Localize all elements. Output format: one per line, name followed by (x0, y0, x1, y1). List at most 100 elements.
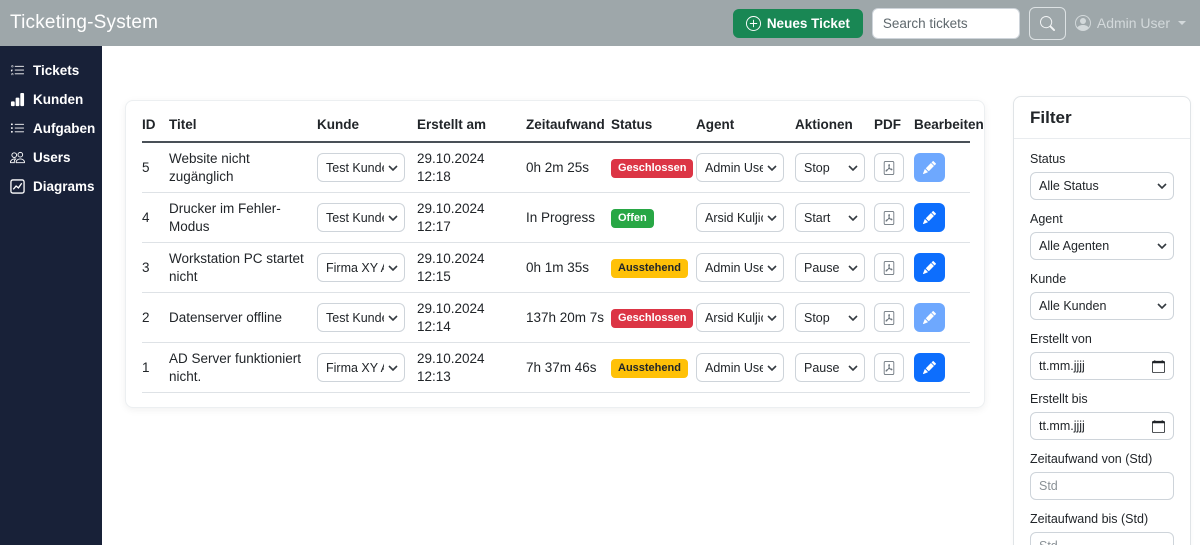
edit-button[interactable] (914, 153, 945, 183)
file-pdf-icon (882, 160, 896, 175)
new-ticket-label: Neues Ticket (766, 15, 850, 31)
table-header-row: ID Titel Kunde Erstellt am Zeitaufwand S… (142, 107, 984, 143)
new-ticket-button[interactable]: Neues Ticket (732, 8, 863, 38)
ticket-title: Website nicht zugänglich (169, 142, 317, 194)
status-filter-wrap: Alle Status (1030, 172, 1174, 200)
header-titel: Titel (169, 107, 317, 143)
kunde-filter-select[interactable]: Alle Kunden (1030, 292, 1174, 320)
user-menu[interactable]: Admin User (1074, 15, 1190, 31)
user-name: Admin User (1096, 15, 1170, 31)
status-filter-select[interactable]: Alle Status (1030, 172, 1174, 200)
sidebar-label-kunden: Kunden (33, 92, 84, 107)
ticket-title: Drucker im Fehler-Modus (169, 192, 317, 244)
sidebar: Tickets Kunden Aufgaben Users Diagrams (0, 46, 102, 545)
aktion-select[interactable]: Start (795, 203, 865, 233)
ticket-time-spent: 137h 20m 7s (526, 292, 611, 344)
aktion-select-wrap: Pause (795, 253, 865, 283)
ticket-time-spent: 0h 1m 35s (526, 242, 611, 294)
kunde-select-wrap: Test Kunde A (317, 153, 405, 183)
time-to-input[interactable] (1030, 532, 1174, 545)
graph-icon (10, 179, 25, 194)
kunde-select-wrap: Test Kunde A (317, 203, 405, 233)
table-row: 5 Website nicht zugänglich Test Kunde A … (142, 142, 970, 194)
header-bearbeiten: Bearbeiten (914, 107, 984, 143)
ticket-id: 2 (142, 292, 169, 344)
agent-select-wrap: Admin User (696, 253, 784, 283)
file-pdf-icon (882, 310, 896, 325)
search-button[interactable] (1028, 6, 1066, 40)
aktion-select[interactable]: Pause (795, 353, 865, 383)
plus-circle-icon (745, 15, 761, 31)
pdf-button[interactable] (874, 203, 904, 233)
ticket-time-spent: 0h 2m 25s (526, 142, 611, 194)
aktion-select[interactable]: Stop (795, 303, 865, 333)
status-badge: Geschlossen (611, 158, 694, 178)
table-row: 2 Datenserver offline Test Kunde A 29.10… (142, 292, 970, 344)
pdf-button[interactable] (874, 303, 904, 333)
edit-button[interactable] (914, 353, 945, 383)
sidebar-label-users: Users (33, 150, 71, 165)
ticket-title: Workstation PC startet nicht (169, 242, 317, 294)
sidebar-label-tickets: Tickets (33, 63, 80, 78)
status-badge: Offen (611, 208, 654, 228)
kunde-select[interactable]: Test Kunde A (317, 303, 405, 333)
sidebar-item-users[interactable]: Users (0, 143, 102, 172)
ticket-title: Datenserver offline (169, 292, 317, 344)
sidebar-label-aufgaben: Aufgaben (33, 121, 96, 136)
time-from-input[interactable] (1030, 472, 1174, 500)
created-from-date-input[interactable]: tt.mm.jjjj (1030, 352, 1174, 380)
tickets-table: ID Titel Kunde Erstellt am Zeitaufwand S… (142, 107, 984, 394)
created-from-label: Erstellt von (1030, 332, 1092, 346)
aktion-select[interactable]: Stop (795, 153, 865, 183)
top-navbar: Ticketing-System Neues Ticket Admin User (0, 0, 1200, 46)
sidebar-item-aufgaben[interactable]: Aufgaben (0, 114, 102, 143)
status-badge: Geschlossen (611, 308, 694, 328)
pdf-button[interactable] (874, 353, 904, 383)
sidebar-item-diagrams[interactable]: Diagrams (0, 172, 102, 201)
edit-button[interactable] (914, 303, 945, 333)
edit-button[interactable] (914, 203, 945, 233)
search-input[interactable] (871, 7, 1020, 39)
ticket-created: 29.10.2024 12:15 (417, 242, 526, 294)
agent-select[interactable]: Arsid Kuljici (696, 303, 784, 333)
ticket-id: 5 (142, 142, 169, 194)
aktion-select[interactable]: Pause (795, 253, 865, 283)
agent-select[interactable]: Admin User (696, 153, 784, 183)
ticket-created: 29.10.2024 12:18 (417, 142, 526, 194)
list-icon (10, 121, 25, 136)
calendar-icon (1152, 359, 1165, 373)
ticket-time-spent: In Progress (526, 192, 611, 244)
pencil-icon (923, 361, 936, 375)
agent-select[interactable]: Admin User (696, 253, 784, 283)
sidebar-item-tickets[interactable]: Tickets (0, 56, 102, 85)
agent-select-wrap: Admin User (696, 153, 784, 183)
bar-chart-icon (10, 92, 25, 107)
ticket-id: 1 (142, 342, 169, 394)
agent-select-wrap: Arsid Kuljici (696, 203, 784, 233)
caret-down-icon (1178, 21, 1186, 25)
time-from-label: Zeitaufwand von (Std) (1030, 452, 1153, 466)
agent-filter-label: Agent (1030, 212, 1063, 226)
header-id: ID (142, 107, 169, 143)
pdf-button[interactable] (874, 153, 904, 183)
ticket-title: AD Server funktioniert nicht. (169, 342, 317, 394)
kunde-select[interactable]: Firma XY AG (317, 253, 405, 283)
status-badge: Ausstehend (611, 358, 688, 378)
people-icon (10, 150, 25, 165)
agent-select-wrap: Admin User (696, 353, 784, 383)
pdf-button[interactable] (874, 253, 904, 283)
edit-button[interactable] (914, 253, 945, 283)
kunde-select[interactable]: Test Kunde A (317, 153, 405, 183)
agent-select[interactable]: Admin User (696, 353, 784, 383)
sidebar-item-kunden[interactable]: Kunden (0, 85, 102, 114)
filter-title: Filter (1014, 97, 1190, 139)
created-to-date-input[interactable]: tt.mm.jjjj (1030, 412, 1174, 440)
agent-select[interactable]: Arsid Kuljici (696, 203, 784, 233)
tickets-icon (10, 63, 25, 78)
file-pdf-icon (882, 360, 896, 375)
kunde-select[interactable]: Test Kunde A (317, 203, 405, 233)
calendar-icon (1152, 419, 1165, 433)
agent-filter-select[interactable]: Alle Agenten (1030, 232, 1174, 260)
ticket-created: 29.10.2024 12:14 (417, 292, 526, 344)
kunde-select[interactable]: Firma XY AG (317, 353, 405, 383)
